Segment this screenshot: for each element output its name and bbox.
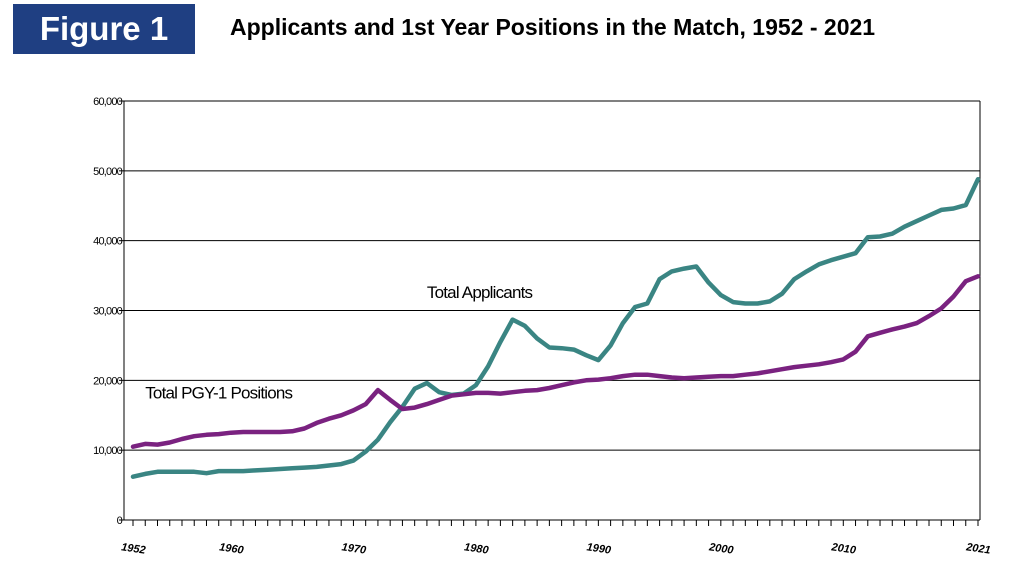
y-tick-label: 30,000	[93, 306, 123, 318]
x-tick-labels: 1952 1960 1970 1980 1990 2000 2010 2021	[120, 541, 991, 557]
x-tick-label: 1952	[120, 541, 146, 556]
x-tick-label: 2010	[830, 541, 858, 557]
series-lines	[130, 176, 981, 479]
annotation-backing	[141, 382, 297, 404]
figure-badge: Figure 1	[13, 4, 195, 54]
x-tick-label: 2021	[964, 541, 991, 556]
chart-title: Applicants and 1st Year Positions in the…	[230, 14, 876, 40]
total-applicants-line	[130, 176, 981, 479]
annotation-label: Total PGY-1 Positions	[145, 383, 292, 402]
y-tick-labels: 0 10,000 20,000 30,000 40,000 50,000 60,000	[93, 96, 123, 527]
y-tick-label: 20,000	[93, 375, 123, 387]
y-tick-label: 10,000	[93, 445, 123, 457]
y-tick-label: 50,000	[93, 166, 123, 178]
annotation-backing	[422, 281, 537, 303]
y-tick-label: 60,000	[93, 96, 123, 108]
axes	[119, 100, 981, 526]
x-tick-label: 2000	[707, 541, 735, 557]
y-tick-label: 0	[117, 515, 123, 527]
y-tick-label: 40,000	[93, 236, 123, 248]
figure-badge-label: Figure 1	[39, 10, 169, 47]
x-tick-label: 1970	[341, 541, 368, 556]
x-tick-label: 1990	[586, 541, 613, 556]
annotations: Total Applicants Total PGY-1 Positions	[141, 281, 537, 404]
total-pgy-1-positions-line	[130, 274, 981, 449]
x-tick-label: 1960	[218, 541, 245, 556]
annotation-label: Total Applicants	[427, 283, 533, 302]
x-tick-label: 1980	[463, 541, 490, 556]
